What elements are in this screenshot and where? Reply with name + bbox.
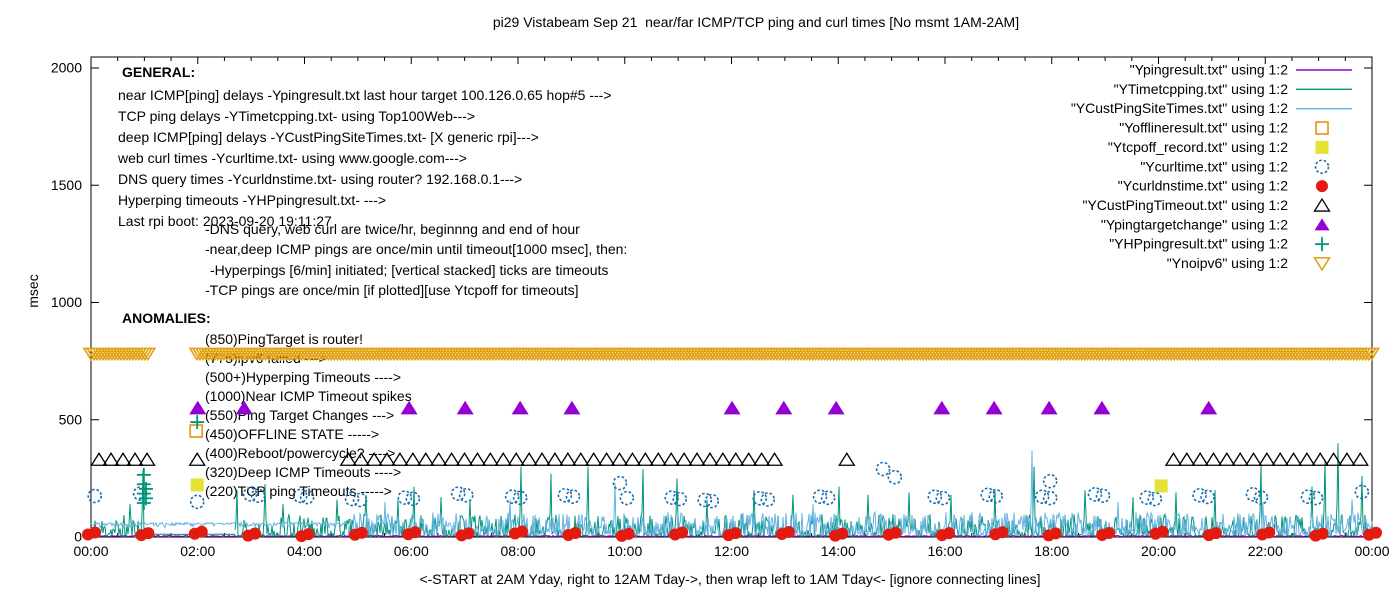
legend-row-YTimetcpping: "YTimetcpping.txt" using 1:2 xyxy=(1114,81,1352,97)
general-line: Last rpi boot: 2023-09-20 19:11:27 xyxy=(118,213,332,229)
general-line: Hyperping timeouts -YHPpingresult.txt- -… xyxy=(118,192,386,208)
legend-row-Ypingresult: "Ypingresult.txt" using 1:2 xyxy=(1130,62,1352,78)
x-tick-label: 06:00 xyxy=(394,543,429,559)
note-line: -near,deep ICMP pings are once/min until… xyxy=(205,241,627,257)
x-tick-label: 16:00 xyxy=(927,543,962,559)
x-tick-label: 04:00 xyxy=(287,543,322,559)
legend-row-Ynoipv6: "Ynoipv6" using 1:2 xyxy=(1167,255,1331,272)
legend-label: "Ynoipv6" using 1:2 xyxy=(1167,255,1288,271)
series-Ycurldnstime xyxy=(82,525,1382,543)
x-tick-label: 10:00 xyxy=(607,543,642,559)
legend-label: "Ycurltime.txt" using 1:2 xyxy=(1140,158,1288,174)
y-tick-label: 2000 xyxy=(51,60,82,76)
legend-label: "YTimetcpping.txt" using 1:2 xyxy=(1114,81,1289,97)
anomaly-line: (1000)Near ICMP Timeout spikes xyxy=(205,388,412,404)
general-line: DNS query times -Ycurldnstime.txt- using… xyxy=(118,171,522,187)
x-tick-label: 08:00 xyxy=(500,543,535,559)
series-YCustPingSiteTimes xyxy=(90,450,1373,538)
legend-row-Yofflineresult: "Yofflineresult.txt" using 1:2 xyxy=(1119,120,1329,136)
y-axis-label: msec xyxy=(25,274,41,308)
legend-label: "Yofflineresult.txt" using 1:2 xyxy=(1119,120,1288,136)
y-tick-label: 1500 xyxy=(51,177,82,193)
note-line: -DNS query, web curl are twice/hr, begin… xyxy=(205,221,580,237)
legend-row-Ypingtargetchange: "Ypingtargetchange" using 1:2 xyxy=(1101,216,1330,232)
note-line: -Hyperpings [6/min] initiated; [vertical… xyxy=(210,262,608,278)
y-tick-label: 0 xyxy=(74,529,82,545)
annotation-text: GENERAL: near ICMP[ping] delays -Ypingres… xyxy=(117,64,627,499)
legend-label: "Ypingtargetchange" using 1:2 xyxy=(1101,216,1288,232)
anomaly-line: (220)TCP ping Timeouts -----> xyxy=(205,483,392,499)
anomalies-header: ANOMALIES: xyxy=(122,310,211,326)
general-line: near ICMP[ping] delays -Ypingresult.txt … xyxy=(118,87,612,103)
series-Ytcpoff_record xyxy=(190,478,1168,493)
general-header: GENERAL: xyxy=(122,64,195,80)
general-line: TCP ping delays -YTimetcpping.txt- using… xyxy=(118,108,475,124)
x-tick-label: 00:00 xyxy=(1354,543,1389,559)
x-tick-label: 00:00 xyxy=(73,543,108,559)
legend-row-YHPpingresult: "YHPpingresult.txt" using 1:2 xyxy=(1109,236,1329,252)
series-Ypingtargetchange xyxy=(189,400,1218,415)
series-Yofflineresult xyxy=(189,424,203,438)
legend-label: "YCustPingTimeout.txt" using 1:2 xyxy=(1082,197,1288,213)
x-tick-label: 20:00 xyxy=(1141,543,1176,559)
series-Ynoipv6 xyxy=(82,347,1381,362)
legend: "Ypingresult.txt" using 1:2 "YTimetcpping… xyxy=(1071,62,1352,272)
legend-row-YCustPingTimeout: "YCustPingTimeout.txt" using 1:2 xyxy=(1082,197,1331,213)
legend-row-Ycurltime: "Ycurltime.txt" using 1:2 xyxy=(1140,158,1330,174)
legend-label: "YCustPingSiteTimes.txt" using 1:2 xyxy=(1071,100,1288,116)
anomaly-line: (450)OFFLINE STATE -----> xyxy=(205,426,379,442)
legend-row-Ycurldnstime: "Ycurldnstime.txt" using 1:2 xyxy=(1118,178,1328,194)
series-YHPpingresult xyxy=(136,415,205,510)
x-tick-label: 14:00 xyxy=(821,543,856,559)
chart-title: pi29 Vistabeam Sep 21 near/far ICMP/TCP … xyxy=(492,14,1020,30)
series-YCustPingTimeout xyxy=(90,452,1369,466)
legend-label: "Ypingresult.txt" using 1:2 xyxy=(1130,62,1289,78)
anomaly-line: (500+)Hyperping Timeouts ----> xyxy=(205,369,401,385)
anomaly-line: (550)Ping Target Changes ---> xyxy=(205,407,394,423)
general-line: web curl times -Ycurltime.txt- using www… xyxy=(117,150,467,166)
legend-label: "Ycurldnstime.txt" using 1:2 xyxy=(1118,178,1288,194)
x-tick-label: 22:00 xyxy=(1248,543,1283,559)
x-tick-label: 12:00 xyxy=(714,543,749,559)
legend-label: "Ytcpoff_record.txt" using 1:2 xyxy=(1108,139,1288,155)
y-tick-label: 1000 xyxy=(51,294,82,310)
y-tick-label: 500 xyxy=(59,411,83,427)
anomaly-line: (320)Deep ICMP Timeouts ----> xyxy=(205,464,401,480)
general-line: deep ICMP[ping] delays -YCustPingSiteTim… xyxy=(118,129,539,145)
legend-row-Ytcpoff_record: "Ytcpoff_record.txt" using 1:2 xyxy=(1108,139,1329,155)
anomaly-line: (850)PingTarget is router! xyxy=(205,331,363,347)
x-axis-label: <-START at 2AM Yday, right to 12AM Tday-… xyxy=(419,571,1041,587)
anomaly-line: (400)Reboot/powercycle? ----> xyxy=(205,445,395,461)
legend-row-YCustPingSiteTimes: "YCustPingSiteTimes.txt" using 1:2 xyxy=(1071,100,1352,116)
legend-label: "YHPpingresult.txt" using 1:2 xyxy=(1109,236,1288,252)
x-tick-label: 02:00 xyxy=(180,543,215,559)
x-tick-label: 18:00 xyxy=(1034,543,1069,559)
series-Ycurltime xyxy=(87,461,1370,510)
note-line: -TCP pings are once/min [if plotted][use… xyxy=(205,282,579,298)
